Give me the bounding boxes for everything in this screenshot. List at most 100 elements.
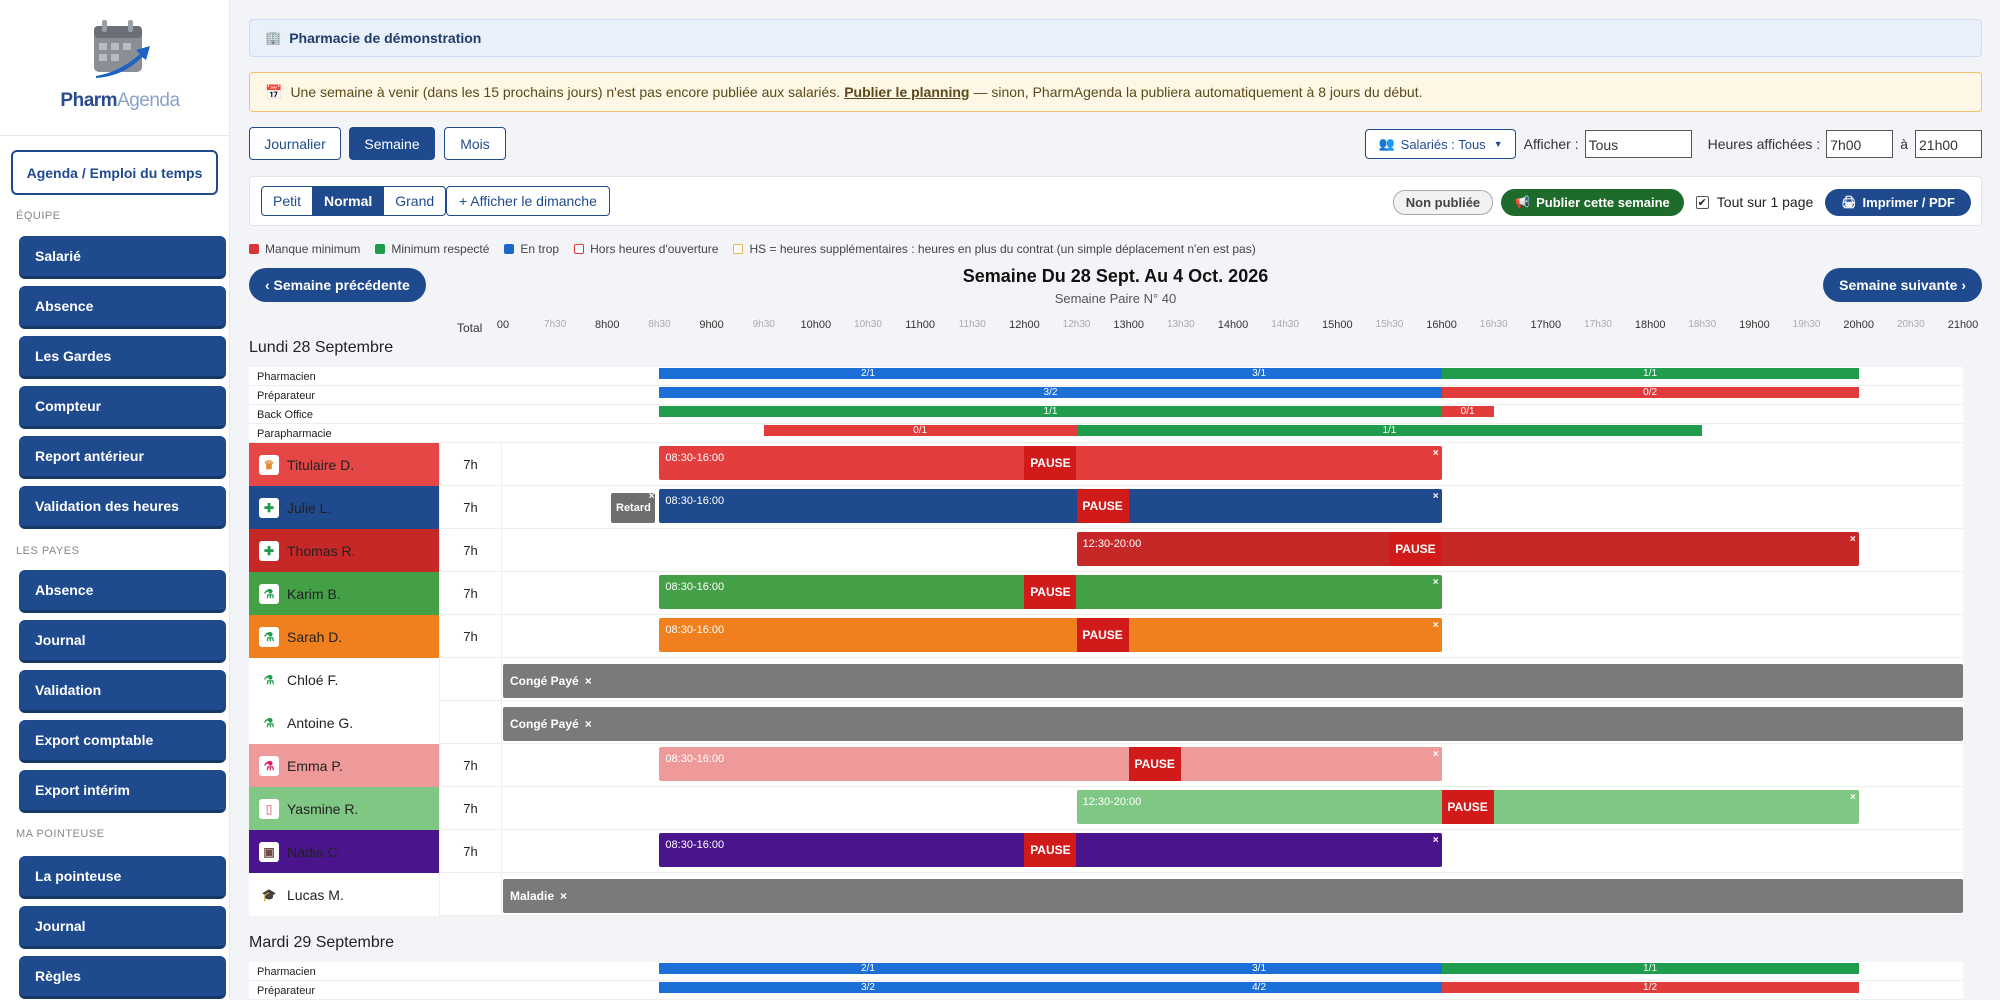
retard-marker[interactable]: Retard × [611, 491, 656, 523]
heure-fin-input[interactable]: 21h00 [1915, 130, 1982, 158]
employee-name-cell[interactable]: ⚗ Chloé F. [249, 658, 439, 701]
absence-block[interactable]: Congé Payé × [503, 664, 1963, 698]
time-tick: 13h30 [1166, 319, 1195, 330]
sidebar-item[interactable]: Journal [19, 906, 226, 949]
time-tick: 15h30 [1375, 319, 1404, 330]
tab-semaine[interactable]: Semaine [349, 127, 435, 160]
calendar-logo-icon [94, 20, 150, 78]
employee-name-cell[interactable]: ▣ Nadia C. [249, 830, 439, 873]
sidebar-item[interactable]: Les Gardes [19, 336, 226, 379]
sidebar-item[interactable]: Absence [19, 570, 226, 613]
employee-name-cell[interactable]: ⚗ Emma P. [249, 744, 439, 787]
legend-swatch [733, 244, 744, 254]
publish-alert: 📅 Une semaine à venir (dans les 15 proch… [249, 72, 1982, 112]
shift-block[interactable]: 08:30-16:00 × [659, 489, 1442, 523]
size-normal[interactable]: Normal [313, 187, 385, 215]
time-tick: 14h00 [1217, 319, 1249, 331]
time-tick: 18h00 [1634, 319, 1666, 331]
employee-name: Emma P. [287, 757, 343, 774]
coverage-bar: 0/1 [763, 425, 1077, 436]
employee-name-cell[interactable]: ⚗ Sarah D. [249, 615, 439, 658]
pause-marker[interactable]: PAUSE [1076, 618, 1129, 652]
time-tick: 21h00 [1947, 319, 1979, 331]
alert-suffix: — sinon, PharmAgenda la publiera automat… [973, 84, 1423, 100]
pause-marker[interactable]: PAUSE [1128, 747, 1181, 781]
remove-shift-icon[interactable]: × [1432, 835, 1439, 846]
pause-marker[interactable]: PAUSE [1024, 833, 1077, 867]
heure-debut-input[interactable]: 7h00 [1826, 130, 1894, 158]
afficher-input[interactable]: Tous [1584, 130, 1692, 158]
pause-marker[interactable]: PAUSE [1389, 532, 1442, 566]
employee-name: Thomas R. [287, 542, 356, 559]
tab-journalier[interactable]: Journalier [249, 127, 341, 160]
employee-name-cell[interactable]: ♛ Titulaire D. [249, 443, 439, 486]
remove-shift-icon[interactable]: × [1432, 620, 1439, 631]
remove-absence-icon[interactable]: × [560, 889, 568, 903]
remove-shift-icon[interactable]: × [1849, 792, 1856, 803]
employee-name-cell[interactable]: ⚗ Karim B. [249, 572, 439, 615]
coverage-bar: 2/1 [659, 368, 1077, 379]
next-week-button[interactable]: Semaine suivante › [1823, 268, 1982, 302]
sidebar-item[interactable]: Journal [19, 620, 226, 663]
shift-time: 12:30-20:00 [1082, 538, 1142, 550]
sidebar-item[interactable]: Export intérim [19, 770, 226, 813]
remove-absence-icon[interactable]: × [584, 674, 592, 688]
show-sunday-button[interactable]: + Afficher le dimanche [446, 186, 610, 216]
sidebar-item[interactable]: Salarié [19, 236, 226, 279]
remove-shift-icon[interactable]: × [1849, 534, 1856, 545]
employee-name-cell[interactable]: ⚗ Antoine G. [249, 701, 439, 744]
sidebar-item[interactable]: Règles [19, 956, 226, 999]
shift-block[interactable]: 12:30-20:00 × [1076, 532, 1859, 566]
sidebar-item[interactable]: Absence [19, 286, 226, 329]
prev-week-button[interactable]: ‹ Semaine précédente [249, 268, 426, 302]
salaries-dropdown[interactable]: 👥 Salariés : Tous ▼ [1365, 129, 1516, 159]
shift-block[interactable]: 08:30-16:00 × [659, 747, 1442, 781]
pause-marker[interactable]: PAUSE [1076, 489, 1129, 523]
remove-shift-icon[interactable]: × [1432, 577, 1439, 588]
employee-name: Sarah D. [287, 628, 343, 645]
timeline-header: Total 00 7h30 8h00 8h30 9h00 9h30 10h00 10h30 11… [249, 311, 1982, 335]
sidebar-item[interactable]: Validation [19, 670, 226, 713]
remove-retard-icon[interactable]: × [648, 491, 655, 502]
sidebar-item[interactable]: Export comptable [19, 720, 226, 763]
coverage-bar: 0/1 [1441, 406, 1494, 417]
employee-name-cell[interactable]: ✚ Julie L. [249, 486, 439, 529]
employee-row: ▣ Nadia C. 7h 08:30-16:00 × PAUSE [249, 830, 1963, 873]
agenda-button[interactable]: Agenda / Emploi du temps [11, 150, 218, 195]
employee-name-cell[interactable]: ▯ Yasmine R. [249, 787, 439, 830]
tab-mois[interactable]: Mois [444, 127, 506, 160]
one-page-checkbox[interactable]: ✔ [1695, 195, 1709, 209]
week-title-text: Semaine Du 28 Sept. Au 4 Oct. 2026 [962, 266, 1269, 286]
a-label: à [1900, 136, 1908, 152]
employee-row: ⚗ Antoine G. Congé Payé × [249, 701, 1963, 744]
absence-block[interactable]: Maladie × [503, 879, 1963, 913]
size-petit[interactable]: Petit [262, 187, 314, 215]
employee-name-cell[interactable]: 🎓 Lucas M. [249, 873, 439, 916]
status-badge: Non publiée [1392, 189, 1494, 215]
print-button[interactable]: 🖨 Imprimer / PDF [1825, 188, 1971, 216]
coverage-row: Pharmacien 2/1 3/1 1/1 [249, 962, 1963, 981]
remove-shift-icon[interactable]: × [1432, 749, 1439, 760]
pause-marker[interactable]: PAUSE [1024, 575, 1077, 609]
sidebar-item[interactable]: Report antérieur [19, 436, 226, 479]
remove-absence-icon[interactable]: × [584, 717, 592, 731]
shift-block[interactable]: 08:30-16:00 × [659, 618, 1442, 652]
legend-label: Minimum respecté [391, 242, 490, 256]
remove-shift-icon[interactable]: × [1432, 491, 1439, 502]
pause-marker[interactable]: PAUSE [1024, 446, 1077, 480]
logo[interactable]: PharmAgenda [60, 18, 180, 123]
sidebar-item[interactable]: Validation des heures [19, 486, 226, 529]
pause-marker[interactable]: PAUSE [1441, 790, 1494, 824]
absence-block[interactable]: Congé Payé × [503, 707, 1963, 741]
coverage-bar: 2/1 [659, 963, 1077, 974]
publish-link[interactable]: Publier le planning [844, 84, 970, 100]
sidebar-item[interactable]: La pointeuse [19, 856, 226, 899]
sidebar-item[interactable]: Compteur [19, 386, 226, 429]
time-tick: 17h00 [1530, 319, 1562, 331]
size-grand[interactable]: Grand [395, 193, 435, 209]
employee-name-cell[interactable]: ✚ Thomas R. [249, 529, 439, 572]
remove-shift-icon[interactable]: × [1432, 448, 1439, 459]
sidebar-section-title: Les payes [16, 545, 80, 557]
publish-week-button[interactable]: 📢 Publier cette semaine [1501, 188, 1684, 216]
legend-swatch [375, 244, 386, 254]
